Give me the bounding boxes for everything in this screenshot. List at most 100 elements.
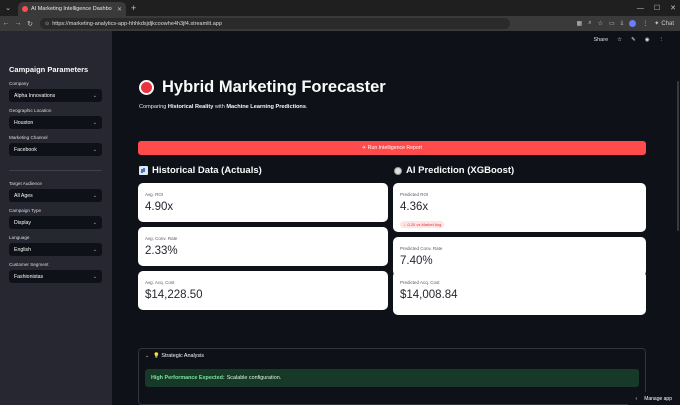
robot-icon xyxy=(394,166,402,175)
field-label: Marketing Channel xyxy=(9,135,48,140)
select-value: All Ages xyxy=(14,192,33,199)
share-button[interactable]: Share xyxy=(593,37,609,43)
chevron-down-icon: ⌄ xyxy=(92,92,97,99)
chevron-down-icon: ⌄ xyxy=(92,192,97,199)
search-tabs-icon[interactable]: ⌕ xyxy=(588,20,592,26)
language-select[interactable]: English ⌄ xyxy=(9,243,102,256)
app-header-actions: Share ☆ ✎ ◉ ⋮ xyxy=(593,37,664,43)
back-icon[interactable]: ← xyxy=(2,20,10,27)
alert-emphasis: High Performance Expected: xyxy=(151,375,225,381)
maximize-icon[interactable]: ☐ xyxy=(653,5,661,12)
url-text: https://marketing-analytics-app-hhhkdsjd… xyxy=(52,20,222,27)
field-label: Target Audience xyxy=(9,181,42,186)
select-value: Facebook xyxy=(14,146,37,153)
field-label: Company xyxy=(9,81,29,86)
field-label: Geographic Location xyxy=(9,108,52,113)
scrollbar[interactable] xyxy=(677,81,679,231)
tab-menu-icon[interactable]: ⌄ xyxy=(5,5,11,12)
metric-value: 7.40% xyxy=(400,255,433,267)
streamlit-favicon-icon xyxy=(22,6,28,12)
close-window-icon[interactable]: ✕ xyxy=(670,5,676,12)
company-select[interactable]: Alpha Innovations ⌄ xyxy=(9,89,102,102)
metric-label: Avg. Conv. Rate xyxy=(145,236,178,241)
metric-value: $14,228.50 xyxy=(145,289,203,301)
close-tab-icon[interactable]: ✕ xyxy=(116,6,122,13)
channel-select[interactable]: Facebook ⌄ xyxy=(9,143,102,156)
alert-text: Scalable configuration. xyxy=(226,375,282,381)
subtitle-text: . xyxy=(305,104,308,110)
manage-app-label: Manage app xyxy=(644,395,672,402)
browser-tab[interactable]: AI Marketing Intelligence Dashbo ✕ xyxy=(18,2,126,16)
metric-label: Avg. ROI xyxy=(145,192,164,197)
chevron-down-icon: ⌄ xyxy=(145,353,150,359)
forward-icon[interactable]: → xyxy=(14,20,22,27)
run-report-button[interactable]: ✈ Run Intelligence Report xyxy=(138,141,646,155)
edit-icon[interactable]: ✎ xyxy=(631,37,636,43)
metric-card-avg-roi: Avg. ROI 4.90x xyxy=(138,183,388,222)
chat-label: Chat xyxy=(661,20,674,27)
extension-icon[interactable]: ▦ xyxy=(576,21,583,27)
page-title-row: Hybrid Marketing Forecaster xyxy=(139,78,386,97)
success-alert: High Performance Expected: Scalable conf… xyxy=(145,369,639,387)
metric-value: 4.90x xyxy=(145,201,174,213)
audience-select[interactable]: All Ages ⌄ xyxy=(9,189,102,202)
metric-label: Predicted ROI xyxy=(400,192,429,197)
bookmark-icon[interactable]: ☆ xyxy=(597,21,603,27)
star-icon[interactable]: ☆ xyxy=(617,37,623,43)
section-heading: Historical Data (Actuals) xyxy=(152,165,262,176)
field-company: Company Alpha Innovations ⌄ xyxy=(9,81,103,102)
select-value: Houston xyxy=(14,119,34,126)
metric-label: Avg. Acq. Cost xyxy=(145,280,175,285)
segment-select[interactable]: Fashionistas ⌄ xyxy=(9,270,102,283)
url-field[interactable]: ⊙ https://marketing-analytics-app-hhhkds… xyxy=(40,18,510,29)
expander-header[interactable]: ⌄ 💡 Strategic Analysis xyxy=(139,349,645,363)
field-language: Language English ⌄ xyxy=(9,235,103,256)
more-menu-icon[interactable]: ⋮ xyxy=(658,37,665,43)
subtitle-text: with xyxy=(213,104,227,110)
site-info-icon[interactable]: ⊙ xyxy=(45,20,50,27)
chevron-down-icon: ⌄ xyxy=(92,219,97,226)
chevron-down-icon: ⌄ xyxy=(92,146,97,153)
window-controls: — ☐ ✕ xyxy=(637,0,676,16)
metric-card-predicted-roi: Predicted ROI 4.36x ↓ -0.20 vs Market Av… xyxy=(393,183,646,232)
browser-toolbar-right: ▦ ⌕ ☆ ▭ ⤓ ⋮ ✦ Chat xyxy=(577,16,674,31)
ai-section-title: AI Prediction (XGBoost) xyxy=(394,165,514,176)
new-tab-button[interactable]: + xyxy=(131,3,137,13)
more-menu-icon[interactable]: ⋮ xyxy=(642,21,649,27)
split-view-icon[interactable]: ▭ xyxy=(608,21,615,27)
select-value: Fashionistas xyxy=(14,273,44,280)
manage-app-button[interactable]: ‹ Manage app xyxy=(627,392,680,405)
downloads-icon[interactable]: ⤓ xyxy=(620,20,624,26)
metric-card-predicted-conv-rate: Predicted Conv. Rate 7.40% xyxy=(393,237,646,276)
chevron-left-icon: ‹ xyxy=(635,395,638,402)
field-label: Campaign Type xyxy=(9,208,42,213)
profile-avatar[interactable] xyxy=(629,20,637,27)
browser-tab-bar: ⌄ AI Marketing Intelligence Dashbo ✕ + —… xyxy=(0,0,680,16)
field-target-audience: Target Audience All Ages ⌄ xyxy=(9,181,103,202)
select-value: English xyxy=(14,246,32,253)
subtitle-emphasis: Historical Reality xyxy=(167,104,214,110)
sidebar-title: Campaign Parameters xyxy=(9,65,89,74)
field-label: Language xyxy=(9,235,30,240)
page-subtitle: Comparing Historical Reality with Machin… xyxy=(139,104,308,110)
bar-chart-icon xyxy=(139,166,148,175)
metric-value: $14,008.84 xyxy=(400,289,458,301)
metric-card-avg-acq-cost: Avg. Acq. Cost $14,228.50 xyxy=(138,271,388,310)
chat-button[interactable]: ✦ Chat xyxy=(654,20,674,28)
field-campaign-type: Campaign Type Display ⌄ xyxy=(9,208,103,229)
minimize-icon[interactable]: — xyxy=(636,4,644,12)
chevron-down-icon: ⌄ xyxy=(92,246,97,253)
field-label: Customer Segment xyxy=(9,262,49,267)
location-select[interactable]: Houston ⌄ xyxy=(9,116,102,129)
reload-icon[interactable]: ↻ xyxy=(27,20,33,28)
tab-title: AI Marketing Intelligence Dashbo xyxy=(31,6,112,12)
chevron-down-icon: ⌄ xyxy=(92,119,97,126)
subtitle-emphasis: Machine Learning Predictions xyxy=(226,104,306,110)
chat-icon: ✦ xyxy=(654,21,660,27)
section-heading: AI Prediction (XGBoost) xyxy=(406,165,515,176)
field-geographic-location: Geographic Location Houston ⌄ xyxy=(9,108,103,129)
select-value: Display xyxy=(14,219,32,226)
github-icon[interactable]: ◉ xyxy=(644,37,650,43)
metric-card-avg-conv-rate: Avg. Conv. Rate 2.33% xyxy=(138,227,388,266)
campaign-type-select[interactable]: Display ⌄ xyxy=(9,216,102,229)
